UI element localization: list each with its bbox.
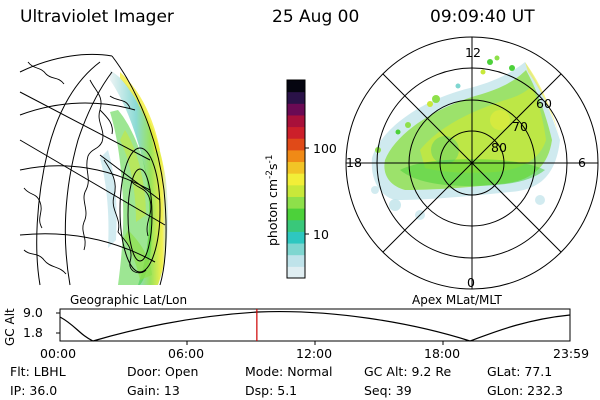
- colorbar-swatch: [287, 80, 305, 93]
- right-panel-caption: Apex MLat/MLT: [412, 293, 502, 307]
- timeline-xtick-1800: 18:00: [424, 346, 461, 361]
- timeline-ytick-1-8: 1.8: [23, 325, 43, 340]
- colorbar-unit-exp2: -1: [265, 154, 275, 164]
- info-glat: GLat: 77.1: [487, 364, 553, 379]
- timeline-xtick-2359: 23:59: [553, 346, 590, 361]
- mlt-label-18: 18: [346, 155, 362, 170]
- observation-date: 25 Aug 00: [272, 7, 360, 27]
- colorbar-swatch: [287, 91, 305, 104]
- polar-plot: [345, 36, 599, 290]
- altitude-timeline: [56, 308, 571, 345]
- timeline-xtick-1200: 12:00: [296, 346, 333, 361]
- colorbar-swatch: [287, 161, 305, 174]
- colorbar-swatch: [287, 208, 305, 221]
- info-door: Door: Open: [127, 364, 199, 379]
- colorbar-swatch: [287, 103, 305, 116]
- mlat-label-80: 80: [491, 140, 507, 155]
- colorbar-swatch: [287, 138, 305, 151]
- colorbar: [286, 79, 309, 279]
- info-gain: Gain: 13: [127, 383, 180, 398]
- geographic-aurora-image: [100, 70, 168, 285]
- observation-time: 09:09:40 UT: [430, 7, 535, 27]
- colorbar-tick-100: 100: [313, 141, 337, 156]
- geographic-map: [19, 53, 168, 286]
- timeline-ylabel: GC Alt: [3, 308, 17, 346]
- mlt-label-6: 6: [578, 155, 586, 170]
- timeline-xtick-0600: 06:00: [168, 346, 205, 361]
- colorbar-swatch: [287, 196, 305, 209]
- colorbar-swatch: [287, 266, 305, 279]
- colorbar-tick-10: 10: [313, 227, 329, 242]
- left-panel-caption: Geographic Lat/Lon: [70, 293, 188, 307]
- colorbar-swatch: [287, 219, 305, 232]
- info-mode: Mode: Normal: [245, 364, 333, 379]
- info-ip: IP: 36.0: [10, 383, 58, 398]
- info-glon: GLon: 232.3: [487, 383, 563, 398]
- colorbar-unit-label: photon cm-2s-1: [265, 154, 281, 246]
- colorbar-unit-text: photon cm: [265, 179, 281, 246]
- colorbar-swatch: [287, 243, 305, 256]
- timeline-ytick-9: 9.0: [23, 305, 43, 320]
- info-filter: Flt: LBHL: [10, 364, 66, 379]
- colorbar-frame: [286, 79, 306, 279]
- instrument-title: Ultraviolet Imager: [20, 7, 174, 27]
- mlat-label-60: 60: [536, 96, 552, 111]
- mlat-label-70: 70: [512, 119, 528, 134]
- polar-aurora-image: [371, 55, 560, 220]
- colorbar-swatch: [287, 184, 305, 197]
- colorbar-swatch: [287, 126, 305, 139]
- colorbar-swatch: [287, 254, 305, 267]
- colorbar-swatch: [287, 173, 305, 186]
- mlt-label-12: 12: [465, 45, 481, 60]
- colorbar-unit-mid: s: [265, 163, 281, 171]
- mlt-label-0: 0: [467, 275, 475, 290]
- timeline-xtick-0000: 00:00: [40, 346, 77, 361]
- info-seq: Seq: 39: [364, 383, 412, 398]
- info-dsp: Dsp: 5.1: [245, 383, 298, 398]
- colorbar-swatch: [287, 114, 305, 128]
- colorbar-swatch: [287, 231, 305, 244]
- colorbar-unit-exp1: -2: [265, 170, 275, 179]
- colorbar-swatch: [287, 149, 305, 163]
- info-gc-alt: GC Alt: 9.2 Re: [364, 364, 452, 379]
